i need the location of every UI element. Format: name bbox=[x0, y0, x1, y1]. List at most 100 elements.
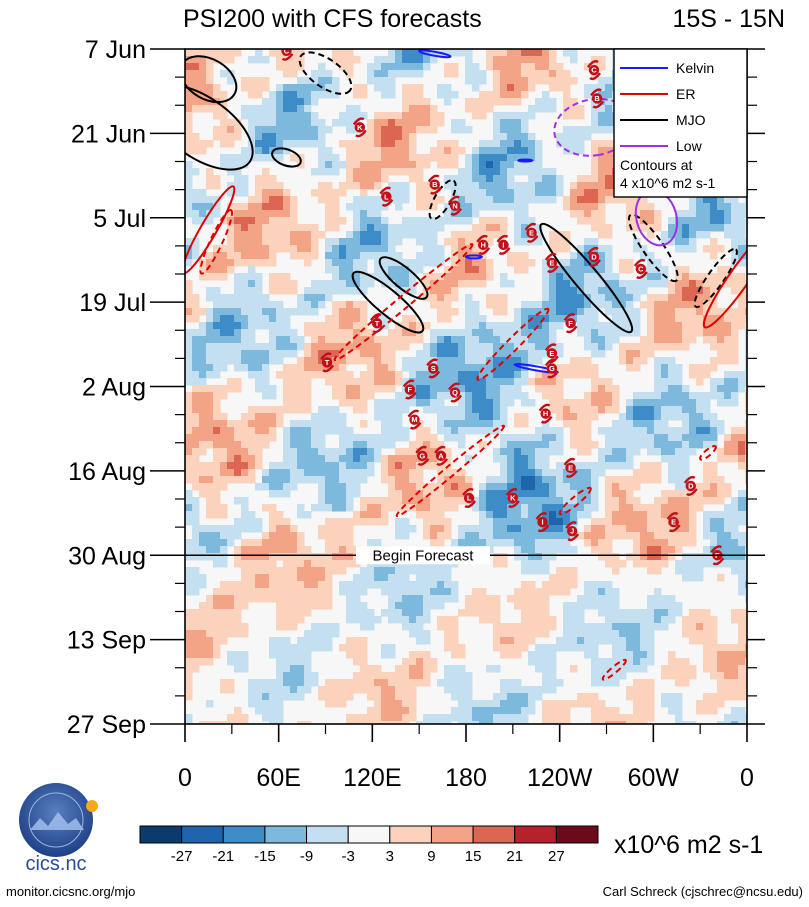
field-cell bbox=[507, 196, 515, 204]
field-cell bbox=[689, 371, 697, 379]
field-cell bbox=[528, 63, 536, 71]
field-cell bbox=[633, 343, 641, 351]
field-cell bbox=[430, 378, 438, 386]
field-cell bbox=[360, 189, 368, 197]
field-cell bbox=[507, 525, 515, 533]
field-cell bbox=[703, 469, 711, 477]
field-cell bbox=[248, 581, 256, 589]
field-cell bbox=[423, 182, 431, 190]
field-cell bbox=[458, 217, 466, 225]
field-cell bbox=[402, 476, 410, 484]
field-cell bbox=[521, 434, 529, 442]
field-cell bbox=[493, 609, 501, 617]
field-cell bbox=[563, 420, 571, 428]
field-cell bbox=[584, 266, 592, 274]
field-cell bbox=[570, 49, 578, 57]
field-cell bbox=[416, 203, 424, 211]
field-cell bbox=[255, 322, 263, 330]
field-cell bbox=[255, 357, 263, 365]
field-cell bbox=[500, 385, 508, 393]
field-cell bbox=[479, 322, 487, 330]
field-cell bbox=[521, 343, 529, 351]
field-cell bbox=[325, 560, 333, 568]
field-cell bbox=[283, 140, 291, 148]
field-cell bbox=[465, 294, 473, 302]
field-cell bbox=[269, 140, 277, 148]
field-cell bbox=[318, 427, 326, 435]
field-cell bbox=[283, 483, 291, 491]
field-cell bbox=[556, 637, 564, 645]
field-cell bbox=[346, 448, 354, 456]
field-cell bbox=[577, 126, 585, 134]
field-cell bbox=[416, 119, 424, 127]
field-cell bbox=[381, 140, 389, 148]
field-cell bbox=[507, 455, 515, 463]
field-cell bbox=[402, 364, 410, 372]
field-cell bbox=[269, 350, 277, 358]
field-cell bbox=[591, 336, 599, 344]
field-cell bbox=[689, 287, 697, 295]
field-cell bbox=[374, 343, 382, 351]
field-cell bbox=[283, 364, 291, 372]
field-cell bbox=[325, 147, 333, 155]
field-cell bbox=[206, 504, 214, 512]
field-cell bbox=[269, 525, 277, 533]
field-cell bbox=[535, 378, 543, 386]
field-cell bbox=[241, 630, 249, 638]
field-cell bbox=[556, 469, 564, 477]
field-cell bbox=[570, 147, 578, 155]
field-cell bbox=[353, 357, 361, 365]
field-cell bbox=[311, 238, 319, 246]
field-cell bbox=[227, 357, 235, 365]
field-cell bbox=[472, 539, 480, 547]
field-cell bbox=[605, 112, 613, 120]
field-cell bbox=[409, 217, 417, 225]
field-cell bbox=[472, 588, 480, 596]
field-cell bbox=[647, 301, 655, 309]
field-cell bbox=[507, 357, 515, 365]
field-cell bbox=[304, 462, 312, 470]
field-cell bbox=[703, 525, 711, 533]
field-cell bbox=[528, 70, 536, 78]
field-cell bbox=[493, 553, 501, 561]
field-cell bbox=[640, 406, 648, 414]
field-cell bbox=[213, 343, 221, 351]
field-cell bbox=[423, 434, 431, 442]
field-cell bbox=[500, 350, 508, 358]
field-cell bbox=[640, 532, 648, 540]
field-cell bbox=[241, 280, 249, 288]
field-cell bbox=[206, 182, 214, 190]
field-cell bbox=[311, 462, 319, 470]
field-cell bbox=[472, 168, 480, 176]
field-cell bbox=[339, 301, 347, 309]
field-cell bbox=[206, 357, 214, 365]
field-cell bbox=[647, 546, 655, 554]
field-cell bbox=[682, 434, 690, 442]
field-cell bbox=[717, 196, 725, 204]
field-cell bbox=[710, 525, 718, 533]
field-cell bbox=[227, 595, 235, 603]
field-cell bbox=[493, 504, 501, 512]
field-cell bbox=[283, 287, 291, 295]
field-cell bbox=[577, 637, 585, 645]
field-cell bbox=[409, 581, 417, 589]
field-cell bbox=[234, 294, 242, 302]
field-cell bbox=[591, 532, 599, 540]
field-cell bbox=[199, 63, 207, 71]
field-cell bbox=[500, 273, 508, 281]
field-cell bbox=[591, 518, 599, 526]
field-cell bbox=[206, 217, 214, 225]
field-cell bbox=[227, 315, 235, 323]
field-cell bbox=[241, 539, 249, 547]
field-cell bbox=[584, 413, 592, 421]
field-cell bbox=[255, 210, 263, 218]
field-cell bbox=[521, 469, 529, 477]
field-cell bbox=[192, 525, 200, 533]
field-cell bbox=[269, 637, 277, 645]
field-cell bbox=[388, 588, 396, 596]
field-cell bbox=[493, 329, 501, 337]
field-cell bbox=[745, 441, 747, 449]
field-cell bbox=[241, 462, 249, 470]
field-cell bbox=[535, 154, 543, 162]
field-cell bbox=[423, 343, 431, 351]
